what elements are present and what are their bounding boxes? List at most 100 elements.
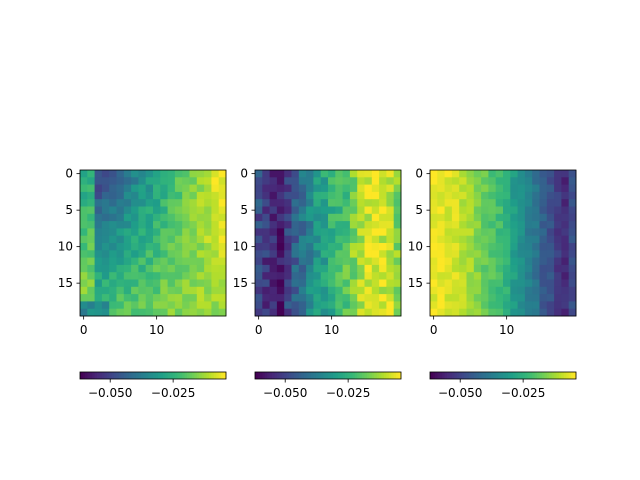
heatmap-cell — [284, 177, 292, 185]
colorbar-segment — [135, 372, 139, 379]
heatmap-cell — [430, 250, 438, 258]
heatmap-cell — [269, 221, 278, 229]
colorbar-segment — [320, 372, 324, 379]
heatmap-cell — [495, 308, 504, 317]
colorbar-segment — [345, 372, 348, 379]
heatmap-cell — [189, 272, 198, 280]
colorbar-segment — [328, 372, 331, 379]
heatmap-cell — [357, 235, 365, 244]
heatmap-cell — [204, 221, 212, 229]
heatmap-cell — [109, 250, 117, 258]
heatmap-cell — [481, 221, 489, 229]
heatmap-cell — [503, 199, 511, 207]
heatmap-cell — [546, 257, 555, 266]
heatmap-cell — [189, 221, 198, 229]
heatmap-cell — [262, 301, 270, 310]
heatmap-cell — [101, 177, 110, 185]
heatmap-cell — [269, 272, 278, 280]
heatmap-cell — [101, 250, 110, 258]
heatmap-cell — [262, 213, 270, 222]
heatmap-cell — [349, 243, 358, 251]
heatmap-cell — [444, 272, 453, 280]
heatmap-cell — [123, 228, 132, 237]
heatmap-cell — [153, 286, 161, 295]
heatmap-cell — [145, 250, 154, 258]
heatmap-cell — [101, 264, 110, 273]
heatmap-cell — [357, 250, 365, 258]
heatmap-cell — [524, 250, 533, 258]
heatmap-cell — [539, 301, 548, 310]
heatmap-cell — [87, 279, 95, 288]
heatmap-cell — [473, 213, 482, 222]
colorbar-segment — [162, 372, 166, 379]
heatmap-cell — [167, 243, 176, 251]
heatmap-cell — [444, 170, 453, 178]
colorbar-segment — [354, 372, 358, 379]
heatmap-cell — [101, 228, 110, 237]
heatmap-cell — [218, 243, 227, 251]
heatmap-cell — [116, 228, 125, 237]
heatmap-cell — [488, 184, 497, 193]
heatmap-cell — [393, 243, 402, 251]
heatmap-cell — [153, 206, 161, 215]
heatmap-cell — [488, 264, 497, 273]
colorbar-segment — [459, 372, 463, 379]
heatmap-cell — [554, 199, 562, 207]
heatmap-cell — [167, 286, 176, 295]
heatmap-cell — [466, 286, 475, 295]
heatmap-cell — [451, 213, 460, 222]
heatmap-cell — [473, 191, 482, 200]
colorbar-segment — [337, 372, 341, 379]
heatmap-cell — [255, 170, 263, 178]
heatmap-cell — [174, 286, 183, 295]
heatmap-cell — [138, 250, 147, 258]
heatmap-cell — [138, 228, 147, 237]
heatmap-cell — [503, 250, 511, 258]
heatmap-cell — [488, 294, 497, 302]
heatmap-cell — [554, 213, 562, 222]
heatmap-cell — [160, 228, 168, 237]
heatmap-cell — [459, 301, 467, 310]
heatmap-cell — [444, 301, 453, 310]
heatmap-cell — [167, 272, 176, 280]
heatmap-cell — [495, 184, 504, 193]
heatmap-cell — [218, 272, 227, 280]
heatmap-cell — [488, 228, 497, 237]
heatmap-cell — [298, 199, 307, 207]
heatmap-cell — [123, 308, 132, 317]
colorbar-segment — [184, 372, 188, 379]
heatmap-cell — [306, 243, 314, 251]
heatmap-cell — [101, 286, 110, 295]
heatmap-cell — [291, 243, 300, 251]
heatmap-cell — [473, 301, 482, 310]
heatmap-cell — [218, 235, 227, 244]
heatmap-cell — [393, 279, 402, 288]
colorbar-segment — [80, 372, 83, 379]
heatmap-cell — [284, 228, 292, 237]
heatmap-cell — [349, 250, 358, 258]
heatmap-cell — [255, 243, 263, 251]
colorbar-segment — [490, 372, 494, 379]
heatmap-cell — [568, 250, 577, 258]
heatmap-cell — [546, 170, 555, 178]
heatmap-cell — [444, 213, 453, 222]
heatmap-cell — [430, 301, 438, 310]
heatmap-cell — [123, 221, 132, 229]
heatmap-cell — [145, 184, 154, 193]
heatmap-cell — [109, 228, 117, 237]
heatmap-cell — [174, 264, 183, 273]
heatmap-cell — [189, 206, 198, 215]
heatmap-cell — [262, 184, 270, 193]
heatmap-cell — [196, 294, 205, 302]
heatmap-cell — [94, 235, 103, 244]
heatmap-cell — [189, 301, 198, 310]
colorbar-segment — [101, 372, 105, 379]
heatmap-cell — [174, 213, 183, 222]
heatmap-cell — [510, 301, 518, 310]
heatmap-cell — [306, 228, 314, 237]
heatmap-cell — [488, 177, 497, 185]
heatmap-cell — [539, 228, 548, 237]
colorbar-segment — [335, 372, 339, 379]
heatmap-cell — [481, 286, 489, 295]
heatmap-cell — [437, 257, 445, 266]
